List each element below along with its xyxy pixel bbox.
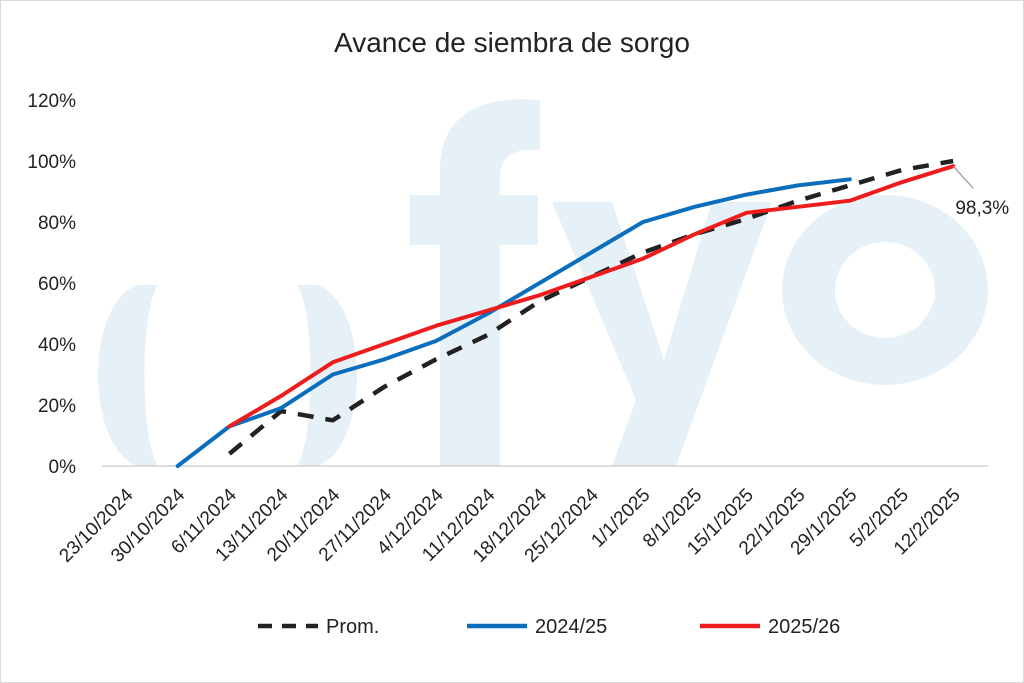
legend-label-2: 2025/26: [768, 616, 840, 638]
y-tick-label: 80%: [38, 213, 76, 234]
legend-label-0: Prom.: [326, 616, 379, 638]
chart-title: Avance de siembra de sorgo: [334, 27, 690, 58]
series-line-0: [227, 158, 954, 456]
x-axis: 23/10/202430/10/20246/11/202413/11/20242…: [55, 484, 964, 566]
watermark-letter-y: [552, 202, 772, 466]
y-axis: 0% 20% 40% 60% 80% 100% 120%: [27, 91, 76, 478]
watermark-letter-f: [410, 99, 540, 467]
legend-label-1: 2024/25: [535, 616, 607, 638]
y-tick-label: 60%: [38, 274, 76, 295]
watermark-letter-o-inner: [835, 242, 935, 338]
series-line-2: [227, 164, 956, 429]
y-tick-label: 40%: [38, 335, 76, 356]
y-tick-label: 20%: [38, 396, 76, 417]
annotation-leader-line: [952, 165, 974, 189]
watermark-right-arc: [297, 285, 357, 466]
y-tick-label: 120%: [27, 91, 76, 112]
legend: Prom. 2024/25 2025/26: [258, 616, 840, 638]
y-tick-label: 0%: [49, 457, 77, 478]
y-tick-label: 100%: [27, 152, 76, 173]
annotation-group: 98,3%: [952, 165, 1009, 219]
annotation-label: 98,3%: [955, 198, 1009, 219]
watermark-left-arc: [98, 285, 158, 466]
series-line-1: [175, 177, 852, 468]
series-group: [175, 158, 956, 468]
